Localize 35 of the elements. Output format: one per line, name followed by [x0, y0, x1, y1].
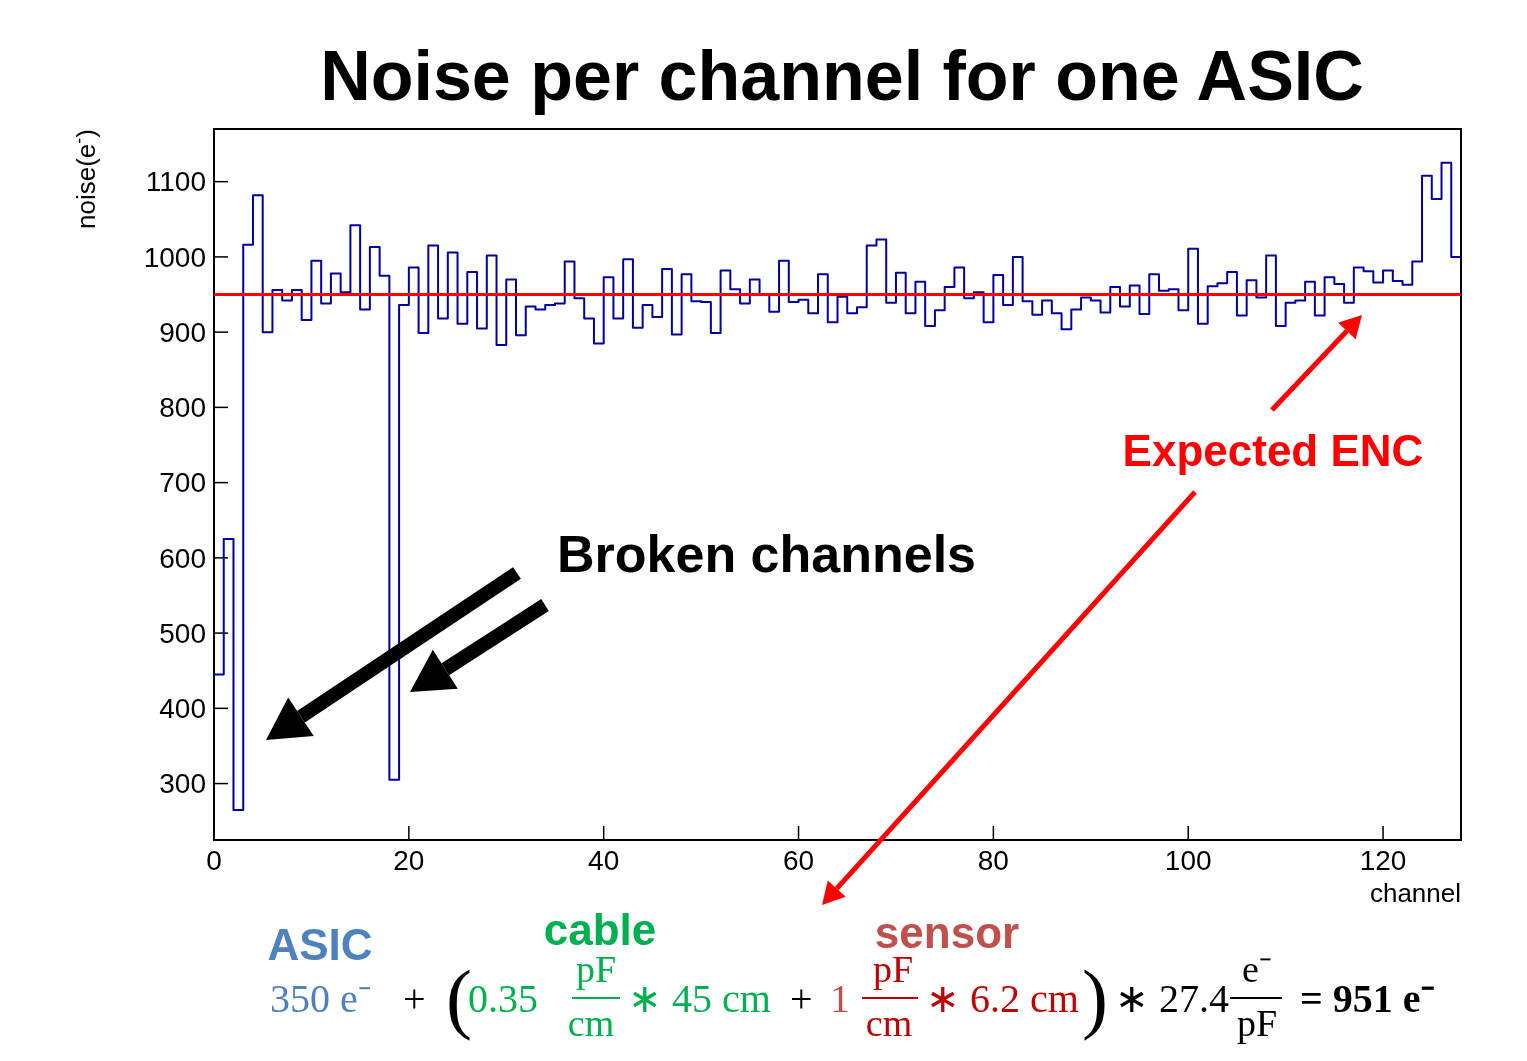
- y-tick-label: 1000: [143, 241, 206, 273]
- x-tick-label: 80: [977, 845, 1009, 876]
- text: ASIC: [267, 920, 373, 969]
- legend-label: Expected ENC: [1122, 426, 1424, 475]
- x-tick-label: 60: [782, 845, 815, 876]
- y-tick-label: 700: [159, 467, 206, 499]
- text: 0.35: [468, 976, 538, 1021]
- x-tick-label: 0: [206, 845, 222, 876]
- text: ∗ 6.2 cm: [926, 976, 1079, 1021]
- text: 350 e⁻: [270, 976, 372, 1021]
- chart-title: Noise per channel for one ASIC: [320, 37, 1364, 115]
- text: 1: [830, 976, 850, 1021]
- y-tick-label: 400: [159, 693, 206, 725]
- y-tick-label: 300: [159, 768, 206, 800]
- text: e⁻: [1242, 948, 1272, 990]
- x-axis-title: channel: [1369, 878, 1461, 908]
- y-tick-label: 600: [159, 542, 206, 574]
- x-tick-label: 120: [1359, 845, 1407, 876]
- x-tick-label: 100: [1164, 845, 1212, 876]
- text: ∗ 27.4: [1115, 976, 1229, 1021]
- text: +: [790, 976, 813, 1021]
- y-tick-label: 900: [159, 316, 206, 348]
- text: = 951 e⁻: [1300, 976, 1435, 1021]
- text: ): [1082, 954, 1108, 1041]
- y-tick-label: 800: [159, 392, 206, 424]
- text: +: [403, 976, 426, 1021]
- text: cm: [567, 1002, 615, 1044]
- y-tick-label: 500: [159, 617, 206, 649]
- x-tick-label: 20: [393, 845, 425, 876]
- x-tick-label: 40: [588, 845, 620, 876]
- y-tick-label: 1100: [145, 166, 206, 198]
- text: ∗ 45 cm: [628, 976, 771, 1021]
- text: pF: [1236, 1002, 1278, 1044]
- annotation: Broken channels: [557, 525, 977, 583]
- text: cm: [865, 1002, 913, 1044]
